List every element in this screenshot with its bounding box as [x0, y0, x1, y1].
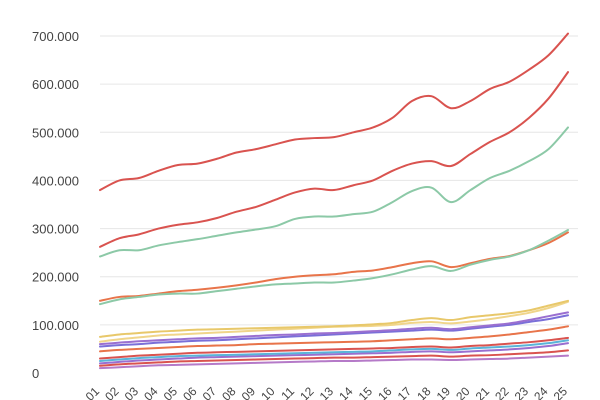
y-axis-labels: 0 100.000 200.000 300.000 400.000 500.000 600.… — [32, 29, 79, 381]
series-line-8 — [99, 311, 569, 346]
x-tick-label: 20 — [453, 384, 473, 400]
y-tick-label: 700.000 — [32, 29, 79, 44]
y-tick-label: 0 — [32, 366, 39, 381]
series-line-3 — [99, 126, 569, 258]
x-tick-label: 09 — [239, 384, 259, 400]
x-tick-label: 22 — [492, 384, 512, 400]
series-line-6 — [99, 299, 569, 338]
y-tick-label: 200.000 — [32, 270, 79, 285]
series-line-14 — [99, 349, 569, 367]
x-tick-label: 01 — [83, 384, 103, 400]
grid-lines — [100, 35, 578, 326]
x-tick-label: 03 — [122, 384, 142, 400]
x-tick-label: 15 — [356, 384, 376, 400]
x-tick-label: 16 — [375, 384, 395, 400]
series-line-13 — [99, 342, 569, 365]
x-tick-label: 08 — [219, 384, 239, 400]
series-line-1 — [99, 32, 569, 192]
x-tick-label: 25 — [551, 384, 571, 400]
y-tick-label: 100.000 — [32, 318, 79, 333]
x-tick-label: 18 — [414, 384, 434, 400]
x-tick-label: 07 — [200, 384, 220, 400]
series-line-9 — [99, 314, 569, 348]
x-tick-label: 24 — [531, 384, 551, 400]
y-tick-label: 300.000 — [32, 222, 79, 237]
x-tick-label: 06 — [180, 384, 200, 400]
x-tick-label: 17 — [395, 384, 415, 400]
x-tick-label: 19 — [434, 384, 454, 400]
y-tick-label: 600.000 — [32, 77, 79, 92]
y-tick-label: 400.000 — [32, 173, 79, 188]
x-tick-label: 21 — [473, 384, 493, 400]
x-tick-label: 13 — [317, 384, 337, 400]
y-tick-label: 500.000 — [32, 125, 79, 140]
x-tick-label: 14 — [336, 384, 356, 400]
series-line-12 — [99, 339, 569, 362]
series-lines — [99, 32, 569, 370]
series-line-15 — [99, 354, 569, 370]
x-axis-labels: 01 02 03 04 05 06 07 08 09 10 11 12 13 14 15 16 17 18 19 20… — [83, 384, 571, 400]
x-tick-label: 12 — [297, 384, 317, 400]
x-tick-label: 11 — [278, 384, 297, 400]
x-tick-label: 05 — [161, 384, 181, 400]
x-tick-label: 23 — [512, 384, 532, 400]
x-tick-label: 04 — [141, 384, 161, 400]
series-line-4 — [99, 229, 569, 306]
x-tick-label: 02 — [102, 384, 122, 400]
series-line-10 — [99, 325, 569, 353]
x-tick-label: 10 — [258, 384, 278, 400]
series-line-2 — [99, 71, 569, 248]
series-line-11 — [99, 336, 569, 360]
